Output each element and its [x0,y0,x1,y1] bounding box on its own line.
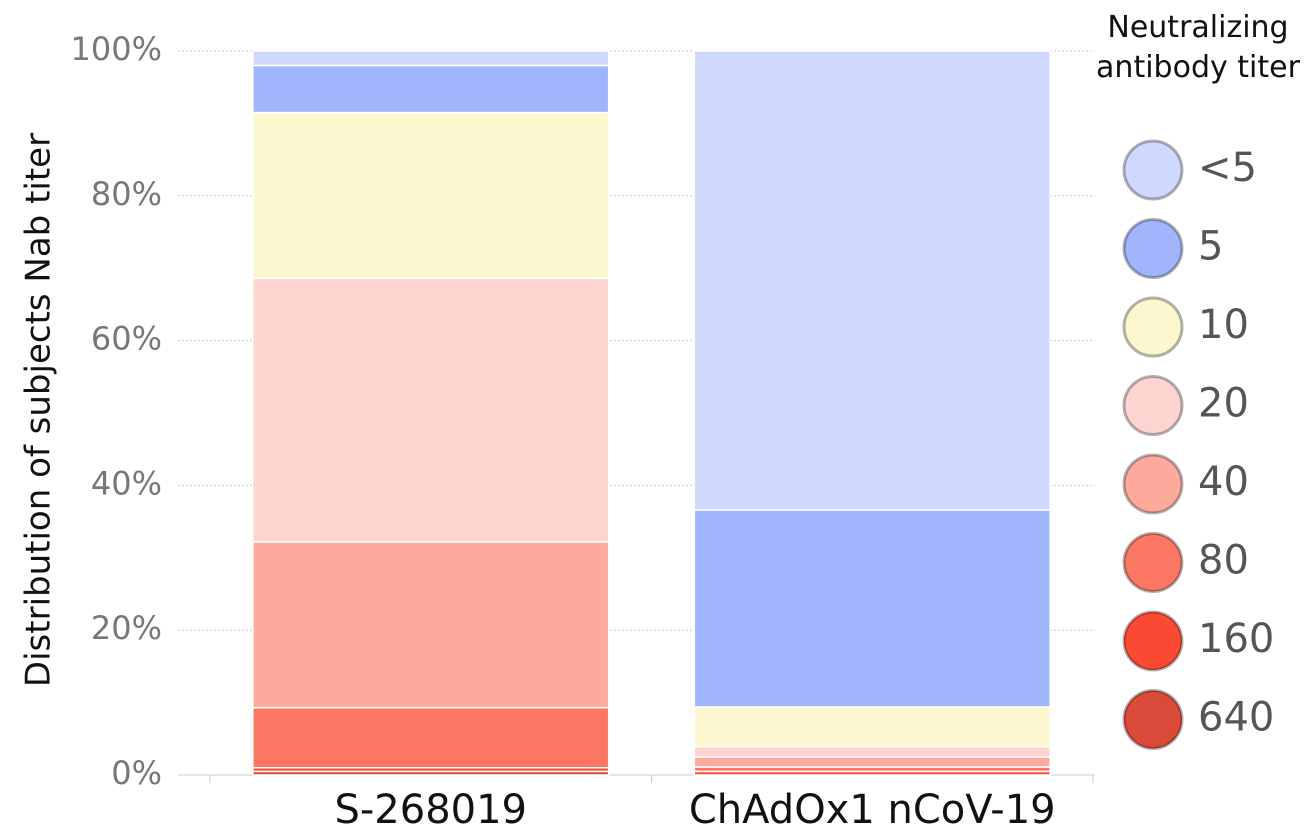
legend-swatch [1122,296,1184,358]
legend-label: 40 [1198,459,1249,505]
legend-swatch [1122,532,1184,593]
legend-label: 160 [1198,616,1274,662]
legend-label: 5 [1198,224,1223,270]
legend-label: 80 [1198,538,1249,584]
x-tick-label: S-268019 [334,787,527,833]
legend-label: 640 [1198,695,1274,741]
bar-segment [252,50,610,67]
bar-segment [252,64,610,114]
legend-swatch [1122,610,1184,672]
legend-label: 20 [1198,381,1249,427]
y-tick-label: 100% [71,30,162,68]
legend-label: 10 [1198,302,1249,348]
y-tick-label: 80% [91,175,162,213]
y-axis-label: Distribution of subjects Nab titer [19,133,59,687]
bar-segment [693,509,1051,708]
bar-segment [693,746,1051,758]
bar-segment [693,756,1051,768]
y-tick-label: 20% [91,609,162,647]
bar-segment [252,541,610,709]
legend-swatch [1122,453,1184,515]
y-tick-label: 40% [91,464,162,502]
bar-segment [693,50,1051,511]
legend-title: Neutralizing antibody titer [1096,10,1300,85]
y-tick-label: 60% [91,320,162,358]
legend-label: <5 [1198,145,1257,191]
legend-swatch [1122,218,1184,279]
legend-swatch [1122,689,1184,750]
bar-segment [252,706,610,769]
legend-swatch [1122,375,1184,436]
x-tick-label: ChAdOx1 nCoV-19 [689,787,1056,833]
bar-segment [693,706,1051,748]
y-tick-label: 0% [111,754,162,792]
bar-segment [252,111,610,280]
legend-swatch [1122,139,1184,201]
bar-segment [252,277,610,543]
